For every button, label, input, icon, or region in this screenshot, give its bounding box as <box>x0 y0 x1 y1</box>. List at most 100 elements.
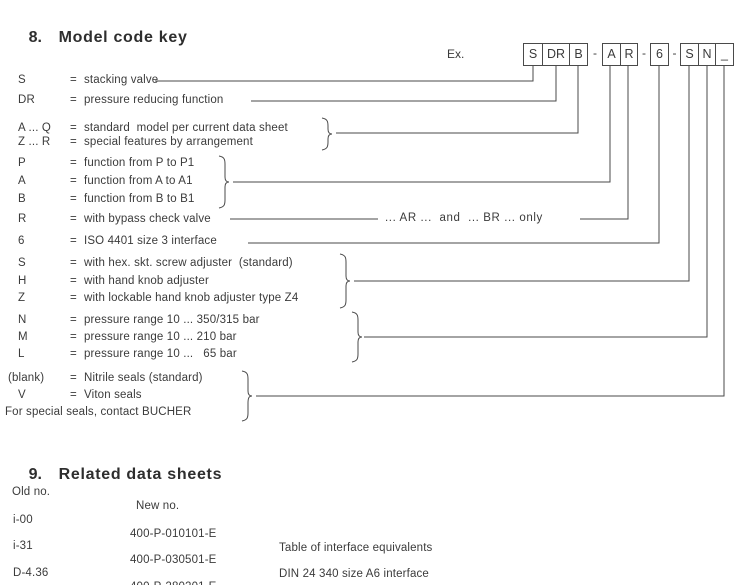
connector-pressure-range-group <box>364 66 707 337</box>
description-cell: DIN 24 340 size A6 interface <box>279 568 429 580</box>
key-code: L <box>18 348 25 360</box>
key-description: function from A to A1 <box>84 175 193 187</box>
key-description: Viton seals <box>84 389 142 401</box>
key-code: P <box>18 157 26 169</box>
equals-sign: = <box>70 314 77 326</box>
equals-sign: = <box>70 372 77 384</box>
equals-sign: = <box>70 122 77 134</box>
code-box-r: R <box>620 43 638 66</box>
equals-sign: = <box>70 94 77 106</box>
connector-bypass-right <box>580 66 628 219</box>
key-code: M <box>18 331 28 343</box>
table-header-row: Old no. New no. <box>0 471 179 512</box>
code-box-a: A <box>602 43 621 66</box>
connector-adjuster-group <box>354 66 689 281</box>
code-box-s1: S <box>523 43 543 66</box>
key-description: special features by arrangement <box>84 136 253 148</box>
model-code-example: S DR B - A R - 6 - S N _ <box>523 43 734 66</box>
section-9-heading: 9. Related data sheets <box>8 445 222 505</box>
key-code: Z ... R <box>18 136 51 148</box>
key-code: B <box>18 193 26 205</box>
key-code: S <box>18 74 26 86</box>
connector-standard-model <box>336 66 578 133</box>
equals-sign: = <box>70 389 77 401</box>
key-description: with bypass check valve <box>84 213 211 225</box>
table-row: i-00 400-P-010101-E Table of interface e… <box>0 499 432 554</box>
code-separator-dash: - <box>593 46 597 60</box>
key-description: with hex. skt. screw adjuster (standard) <box>84 257 293 269</box>
description-cell: Table of interface equivalents <box>279 542 433 554</box>
key-description: pressure range 10 ... 350/315 bar <box>84 314 260 326</box>
column-header-old-no: Old no. <box>12 486 51 498</box>
code-box-dr: DR <box>542 43 570 66</box>
key-description: with lockable hand knob adjuster type Z4 <box>84 292 299 304</box>
key-code: H <box>18 275 27 287</box>
key-code: S <box>18 257 26 269</box>
column-header-new-no: New no. <box>136 500 180 512</box>
code-box-n: N <box>698 43 716 66</box>
equals-sign: = <box>70 74 77 86</box>
key-description: pressure range 10 ... 210 bar <box>84 331 237 343</box>
key-description: Nitrile seals (standard) <box>84 372 203 384</box>
equals-sign: = <box>70 257 77 269</box>
equals-sign: = <box>70 275 77 287</box>
new-no-cell: 400-P-280201-E <box>130 580 217 585</box>
brace-standard-special <box>322 118 332 150</box>
key-description: function from P to P1 <box>84 157 195 169</box>
equals-sign: = <box>70 157 77 169</box>
section-9-title: Related data sheets <box>58 466 223 483</box>
code-box-6: 6 <box>650 43 669 66</box>
connector-seals-group <box>256 66 724 396</box>
key-description: function from B to B1 <box>84 193 195 205</box>
key-description: stacking valve <box>84 74 159 86</box>
code-box-blank: _ <box>715 43 734 66</box>
equals-sign: = <box>70 348 77 360</box>
old-no-cell: i-31 <box>13 540 33 552</box>
connector-function-group <box>233 66 610 182</box>
brace-seals <box>242 371 252 421</box>
equals-sign: = <box>70 213 77 225</box>
equals-sign: = <box>70 136 77 148</box>
key-code: DR <box>18 94 35 106</box>
new-no-cell: 400-P-030501-E <box>130 554 217 566</box>
key-code: A <box>18 175 26 187</box>
key-code: 6 <box>18 235 25 247</box>
equals-sign: = <box>70 331 77 343</box>
key-description: ISO 4401 size 3 interface <box>84 235 217 247</box>
special-seals-note: For special seals, contact BUCHER <box>5 406 192 418</box>
equals-sign: = <box>70 292 77 304</box>
table-row: D-4.36 400-P-280201-E Two-stage pressure… <box>0 552 216 585</box>
code-separator-dash: - <box>642 46 646 60</box>
code-box-b: B <box>569 43 588 66</box>
bypass-applicability-note: ... AR ... and ... BR ... only <box>385 212 543 224</box>
key-description: pressure range 10 ... 65 bar <box>84 348 237 360</box>
equals-sign: = <box>70 193 77 205</box>
key-code: A ... Q <box>18 122 52 134</box>
old-no-cell: D-4.36 <box>13 567 49 579</box>
equals-sign: = <box>70 175 77 187</box>
equals-sign: = <box>70 235 77 247</box>
code-box-s2: S <box>680 43 699 66</box>
connector-pressure-reducing <box>251 66 556 101</box>
key-code: (blank) <box>8 372 45 384</box>
key-description: with hand knob adjuster <box>84 275 209 287</box>
key-code: R <box>18 213 27 225</box>
brace-function-pab <box>219 156 229 208</box>
key-code: Z <box>18 292 26 304</box>
example-label: Ex. <box>447 47 465 61</box>
old-no-cell: i-00 <box>13 514 33 526</box>
new-no-cell: 400-P-010101-E <box>130 528 217 540</box>
brace-pressure-nml <box>352 312 362 362</box>
brace-adjuster-shz <box>340 254 350 308</box>
table-row: i-31 400-P-030501-E DIN 24 340 size A6 i… <box>0 525 429 580</box>
connector-stacking-valve <box>155 66 533 81</box>
code-separator-dash: - <box>672 46 677 60</box>
key-code: N <box>18 314 27 326</box>
section-8-number: 8. <box>28 29 42 46</box>
section-8-title: Model code key <box>58 29 188 46</box>
key-description: pressure reducing function <box>84 94 224 106</box>
key-code: V <box>18 389 26 401</box>
key-description: standard model per current data sheet <box>84 122 288 134</box>
section-8-heading: 8. Model code key <box>8 8 188 68</box>
